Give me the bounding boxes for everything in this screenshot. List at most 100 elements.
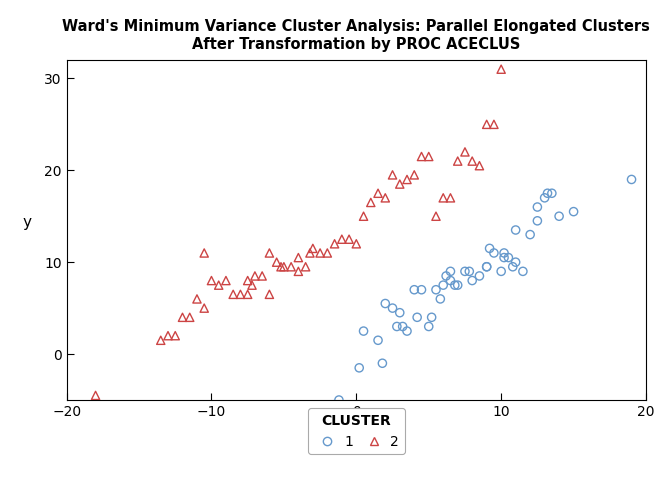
Y-axis label: y: y: [23, 215, 32, 230]
Point: [206, 276, 217, 284]
Point: [416, 286, 427, 294]
Point: [398, 322, 408, 330]
Point: [496, 268, 506, 276]
Point: [264, 290, 274, 298]
Point: [474, 162, 485, 170]
Point: [435, 295, 446, 303]
Point: [426, 314, 437, 322]
Point: [503, 254, 513, 262]
Point: [336, 235, 347, 243]
Point: [257, 272, 268, 280]
Point: [445, 194, 456, 202]
Point: [532, 217, 543, 225]
Point: [242, 290, 253, 298]
Point: [431, 212, 442, 220]
Point: [276, 263, 286, 271]
Point: [271, 258, 282, 266]
Point: [467, 157, 478, 165]
Point: [377, 359, 388, 367]
Point: [199, 304, 210, 312]
Point: [452, 281, 463, 289]
Point: [394, 180, 405, 188]
Point: [322, 249, 333, 257]
Legend: 1, 2: 1, 2: [308, 408, 405, 455]
Point: [445, 268, 456, 276]
Point: [525, 230, 535, 238]
Point: [424, 152, 434, 160]
Point: [499, 249, 509, 257]
Point: [482, 263, 492, 271]
Point: [380, 194, 390, 202]
Point: [358, 327, 369, 335]
Point: [482, 263, 492, 271]
Point: [235, 290, 246, 298]
Point: [91, 392, 101, 400]
Point: [329, 400, 340, 408]
Point: [304, 249, 315, 257]
Point: [507, 263, 518, 271]
Point: [450, 281, 460, 289]
Point: [329, 240, 340, 248]
Point: [532, 203, 543, 211]
Point: [431, 286, 442, 294]
Point: [344, 235, 354, 243]
Point: [315, 249, 326, 257]
Point: [177, 314, 188, 322]
Point: [308, 244, 318, 252]
Point: [387, 171, 398, 179]
Point: [199, 249, 210, 257]
Point: [373, 336, 384, 344]
Point: [220, 276, 231, 284]
X-axis label: x: x: [352, 424, 361, 440]
Point: [354, 364, 364, 372]
Point: [250, 272, 260, 280]
Point: [496, 65, 506, 73]
Point: [424, 322, 434, 330]
Point: [438, 194, 449, 202]
Point: [184, 314, 195, 322]
Point: [539, 194, 550, 202]
Point: [392, 322, 402, 330]
Point: [489, 120, 500, 128]
Point: [334, 396, 344, 404]
Point: [163, 332, 173, 340]
Point: [293, 268, 304, 276]
Point: [409, 286, 420, 294]
Point: [412, 314, 422, 322]
Point: [547, 189, 557, 197]
Title: Ward's Minimum Variance Cluster Analysis: Parallel Elongated Clusters
After Tran: Ward's Minimum Variance Cluster Analysis…: [63, 20, 650, 52]
Point: [402, 176, 412, 184]
Point: [192, 295, 202, 303]
Point: [373, 189, 384, 197]
Point: [286, 263, 296, 271]
Point: [517, 268, 528, 276]
Point: [264, 249, 274, 257]
Point: [387, 304, 398, 312]
Point: [293, 254, 304, 262]
Point: [242, 276, 253, 284]
Point: [402, 327, 412, 335]
Point: [489, 249, 500, 257]
Point: [380, 300, 390, 308]
Point: [474, 272, 485, 280]
Point: [467, 276, 478, 284]
Point: [464, 268, 475, 276]
Point: [246, 281, 257, 289]
Point: [155, 336, 166, 344]
Point: [482, 120, 492, 128]
Point: [300, 263, 311, 271]
Point: [445, 276, 456, 284]
Point: [213, 281, 224, 289]
Point: [170, 332, 180, 340]
Point: [510, 258, 521, 266]
Point: [441, 272, 452, 280]
Point: [228, 290, 238, 298]
Point: [452, 157, 463, 165]
Point: [542, 189, 553, 197]
Point: [409, 171, 420, 179]
Point: [460, 268, 470, 276]
Point: [351, 240, 362, 248]
Point: [499, 254, 509, 262]
Point: [366, 198, 376, 206]
Point: [416, 152, 427, 160]
